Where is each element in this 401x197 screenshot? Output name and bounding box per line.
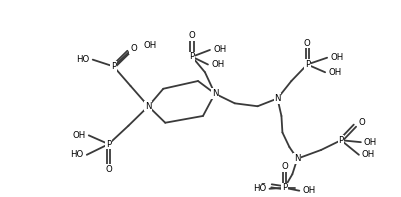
Text: N: N	[274, 94, 281, 103]
Text: HO: HO	[77, 55, 90, 64]
Text: P: P	[111, 62, 116, 71]
Text: O: O	[189, 31, 195, 40]
Text: O: O	[130, 45, 137, 53]
Text: O: O	[359, 118, 366, 127]
Text: N: N	[212, 89, 218, 98]
Text: OH: OH	[212, 60, 225, 69]
Text: O: O	[281, 162, 288, 171]
Text: HO: HO	[71, 150, 84, 159]
Text: OH: OH	[328, 68, 341, 77]
Text: OH: OH	[73, 131, 86, 140]
Text: P: P	[282, 183, 287, 192]
Text: N: N	[145, 102, 152, 111]
Text: P: P	[338, 136, 344, 145]
Text: OH: OH	[364, 138, 377, 147]
Text: HO: HO	[253, 184, 267, 193]
Text: OH: OH	[362, 150, 375, 159]
Text: OH: OH	[330, 53, 343, 62]
Text: P: P	[190, 52, 194, 61]
Text: P: P	[106, 140, 111, 149]
Text: OH: OH	[214, 46, 227, 54]
Text: O: O	[304, 39, 311, 48]
Text: O: O	[105, 165, 112, 174]
Text: OH: OH	[144, 41, 157, 50]
Text: P: P	[305, 60, 310, 69]
Text: OH: OH	[302, 186, 316, 195]
Text: N: N	[294, 154, 301, 163]
Text: O: O	[260, 183, 267, 192]
